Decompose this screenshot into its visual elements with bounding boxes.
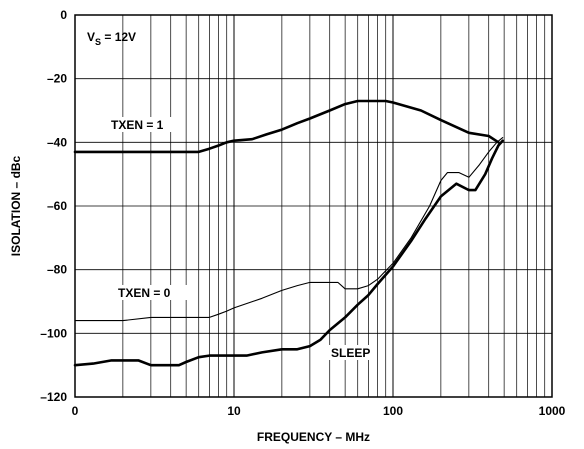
y-tick-label: 0 bbox=[60, 8, 67, 22]
series-line bbox=[73, 99, 500, 154]
vs-subscript: S bbox=[95, 37, 101, 47]
vs-value: = 12V bbox=[101, 30, 136, 44]
series-line bbox=[74, 137, 504, 322]
y-axis-label: ISOLATION – dBc bbox=[9, 155, 23, 256]
series-line bbox=[73, 139, 504, 367]
x-axis-label: FREQUENCY – MHz bbox=[257, 430, 370, 444]
y-tick-label: –40 bbox=[47, 135, 67, 149]
x-tick-label: 10 bbox=[227, 404, 241, 418]
series-label-txen0: TXEN = 0 bbox=[118, 286, 171, 300]
x-tick-label: 1000 bbox=[539, 404, 566, 418]
y-tick-label: –20 bbox=[47, 72, 67, 86]
series-lines bbox=[73, 99, 504, 367]
y-tick-label: –120 bbox=[40, 390, 67, 404]
grid bbox=[75, 15, 552, 397]
supply-voltage-annotation: VS = 12V bbox=[87, 30, 136, 47]
vs-main: V bbox=[87, 30, 95, 44]
txen0-label-background bbox=[115, 285, 191, 300]
x-tick-label: 100 bbox=[383, 404, 403, 418]
txen1-label-background bbox=[108, 117, 183, 132]
sleep-label-background bbox=[328, 345, 376, 360]
y-tick-label: –100 bbox=[40, 326, 67, 340]
series-label-sleep: SLEEP bbox=[331, 346, 370, 360]
y-tick-label: –60 bbox=[47, 199, 67, 213]
x-tick-label: 0 bbox=[72, 404, 79, 418]
plot-frame bbox=[74, 14, 553, 398]
series-label-txen1: TXEN = 1 bbox=[111, 118, 164, 132]
tick-labels: 0 –20 –40 –60 –80 –100 –120 0 10 100 1000 bbox=[40, 8, 565, 418]
y-tick-label: –80 bbox=[47, 263, 67, 277]
